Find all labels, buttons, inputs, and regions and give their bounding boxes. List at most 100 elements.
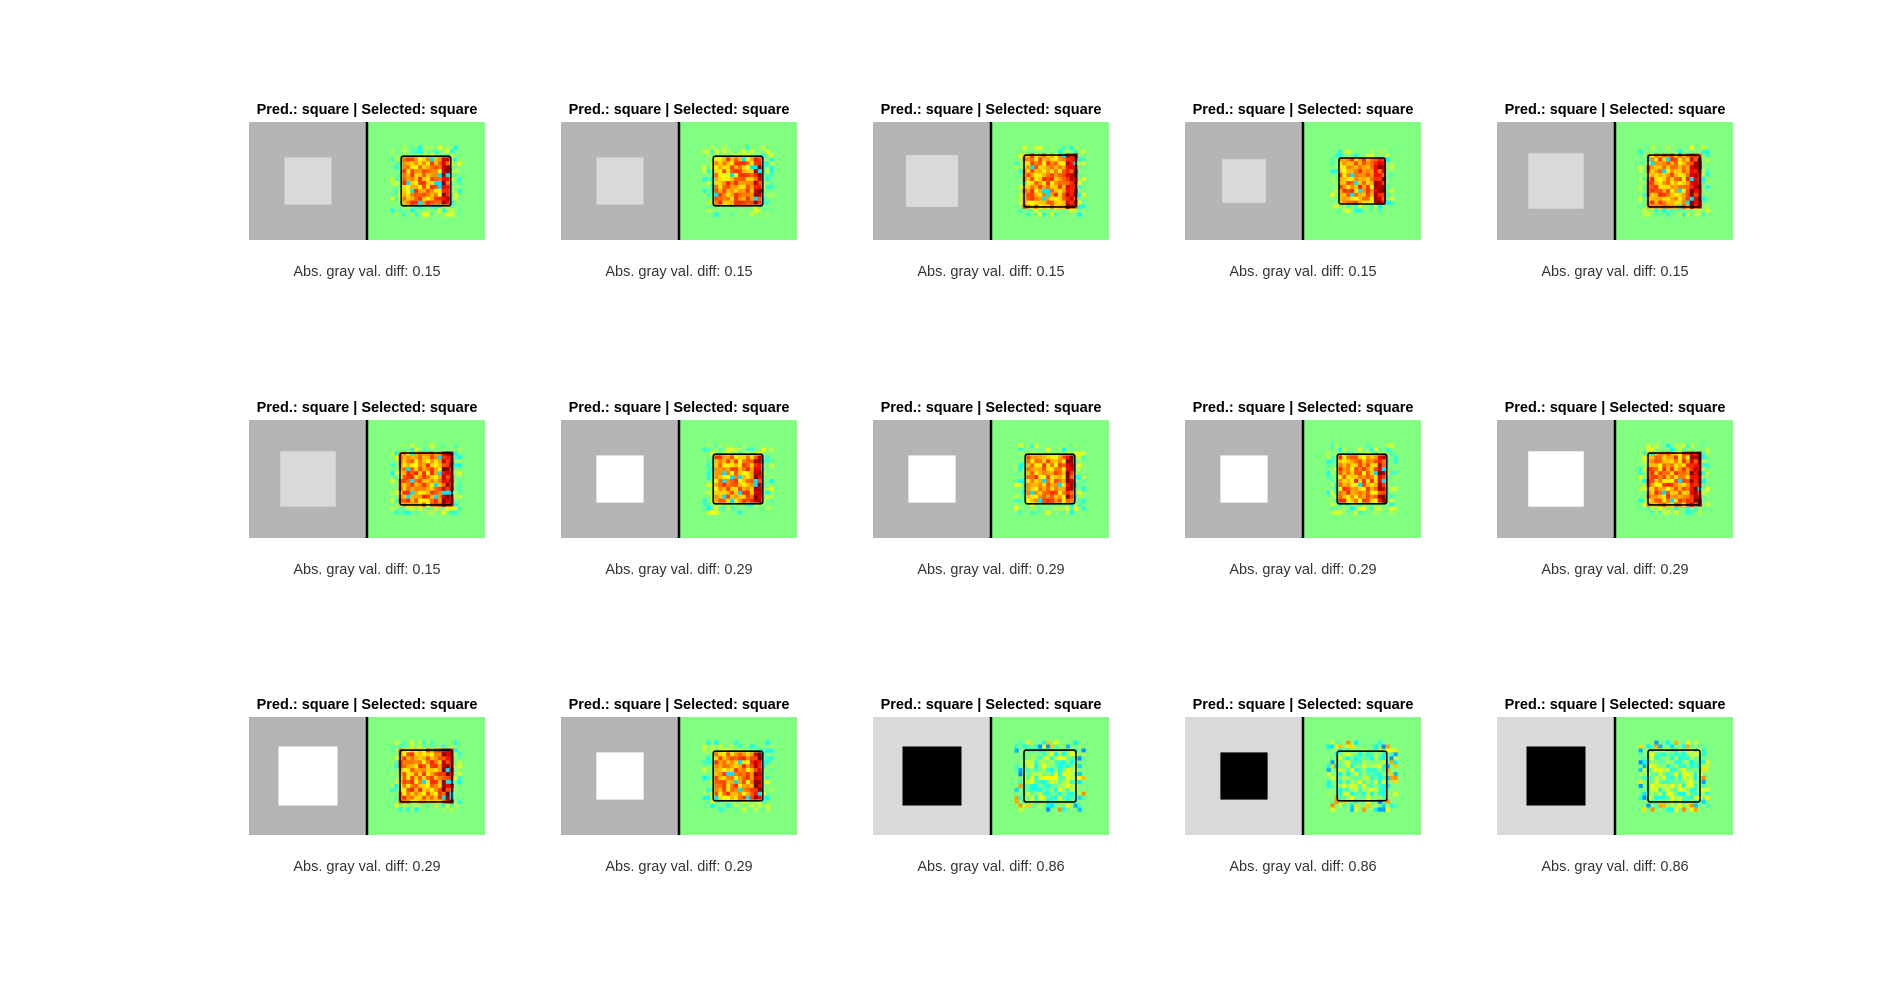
heatmap-cell [745, 455, 751, 460]
heatmap-cell [1046, 459, 1051, 464]
heatmap-cell [734, 807, 739, 812]
heatmap-cell [1638, 748, 1643, 753]
heatmap-cell [1069, 787, 1074, 793]
heatmap-cell [734, 486, 739, 492]
heatmap-cell [1362, 173, 1367, 178]
heatmap-cell [1377, 799, 1382, 804]
heatmap-cell [441, 443, 446, 448]
heatmap-cell [1670, 184, 1675, 190]
heatmap-cell [1338, 471, 1343, 476]
heatmap-cell [422, 779, 427, 785]
heatmap-cell [1662, 196, 1667, 201]
heatmap-cell [1701, 173, 1706, 178]
heatmap-cell [761, 184, 766, 190]
heatmap-cell [734, 471, 739, 476]
heatmap-cell [738, 467, 743, 472]
heatmap-cell [1666, 177, 1671, 182]
heatmap-cell [1369, 157, 1375, 162]
heatmap-cell [1642, 475, 1647, 480]
heatmap-cell [426, 482, 431, 488]
heatmap-cell [1666, 471, 1671, 476]
heatmap-cell [745, 779, 751, 785]
heatmap-cell [726, 455, 731, 460]
heatmap-cell [1061, 776, 1067, 781]
heatmap-cell [441, 510, 446, 515]
heatmap-cell [1069, 768, 1074, 773]
heatmap-cell [445, 795, 450, 800]
heatmap-cell [1330, 463, 1335, 468]
heatmap-cell [422, 200, 427, 205]
heatmap-cell [1050, 145, 1055, 150]
panel-caption: Abs. gray val. diff: 0.15 [293, 264, 441, 280]
heatmap-cell [1381, 455, 1386, 460]
heatmap-cell [718, 787, 723, 793]
heatmap-cell [1350, 165, 1355, 170]
heatmap-cell [1670, 783, 1675, 789]
heatmap-cell [1338, 779, 1343, 785]
heatmap-cell [706, 494, 711, 499]
heatmap-cell [1073, 471, 1078, 476]
heatmap-cell [1654, 764, 1659, 769]
heatmap-cell [1358, 455, 1363, 460]
heatmap-cell [445, 764, 450, 769]
predicted-shape-outline [400, 155, 452, 207]
heatmap-cell [1354, 161, 1359, 166]
heatmap-cell [1681, 181, 1687, 186]
heatmap-cell [1689, 471, 1694, 476]
heatmap-cell [418, 795, 423, 800]
heatmap-cell [1369, 204, 1375, 209]
heatmap-cell [1393, 760, 1398, 765]
heatmap-cell [1650, 471, 1655, 476]
heatmap-cell [1326, 779, 1331, 785]
heatmap-cell [1662, 510, 1667, 515]
heatmap-cell [1670, 169, 1675, 174]
heatmap-cell [1638, 498, 1643, 503]
heatmap-cell [722, 776, 727, 781]
heatmap-cell [738, 744, 743, 749]
heatmap-cell [1369, 752, 1375, 757]
heatmap-cell [769, 459, 774, 464]
heatmap-cell [410, 443, 415, 448]
heatmap-cell [1677, 145, 1683, 150]
heatmap-cell [418, 486, 423, 492]
heatmap-cell [1350, 196, 1355, 201]
heatmap-cell [1069, 200, 1074, 205]
heatmap-cell [1073, 482, 1078, 488]
heatmap-cell [406, 498, 411, 503]
heatmap-cell [1685, 772, 1691, 777]
heatmap-cell [457, 498, 462, 503]
heatmap-cell [741, 768, 747, 773]
heatmap-cell [734, 177, 739, 182]
heatmap-cell [1073, 145, 1078, 150]
heatmap-cell [1077, 165, 1082, 170]
heatmap-cell [453, 490, 458, 496]
heatmap-cell [749, 149, 755, 154]
heatmap-cell [1658, 506, 1663, 511]
heatmap-cell [1670, 447, 1675, 452]
heatmap-cell [457, 486, 462, 492]
heatmap-cell [1330, 471, 1335, 476]
heatmap-cell [1681, 471, 1687, 476]
heatmap-cell [1053, 795, 1059, 800]
heatmap-cell [1373, 772, 1379, 777]
heatmap-cell [1650, 494, 1655, 499]
heatmap-cell [402, 196, 407, 201]
heatmap-cell [1342, 772, 1347, 777]
heatmap-cell [433, 506, 439, 511]
heatmap-cell [1670, 459, 1675, 464]
heatmap-cell [1018, 803, 1023, 808]
heatmap-cell [394, 803, 399, 808]
heatmap-cell [1666, 157, 1671, 162]
heatmap-cell [394, 787, 399, 793]
heatmap-cell [702, 447, 707, 452]
heatmap-cell [1654, 196, 1659, 201]
heatmap-cell [1346, 744, 1351, 749]
heatmap-cell [1354, 173, 1359, 178]
heatmap-cell [1677, 471, 1683, 476]
heatmap-cell [714, 192, 719, 198]
heatmap-cell [1026, 479, 1031, 484]
heatmap-cell [1026, 157, 1031, 162]
heatmap-cell [1358, 200, 1363, 205]
heatmap-cell [741, 744, 747, 749]
heatmap-cell [714, 169, 719, 174]
